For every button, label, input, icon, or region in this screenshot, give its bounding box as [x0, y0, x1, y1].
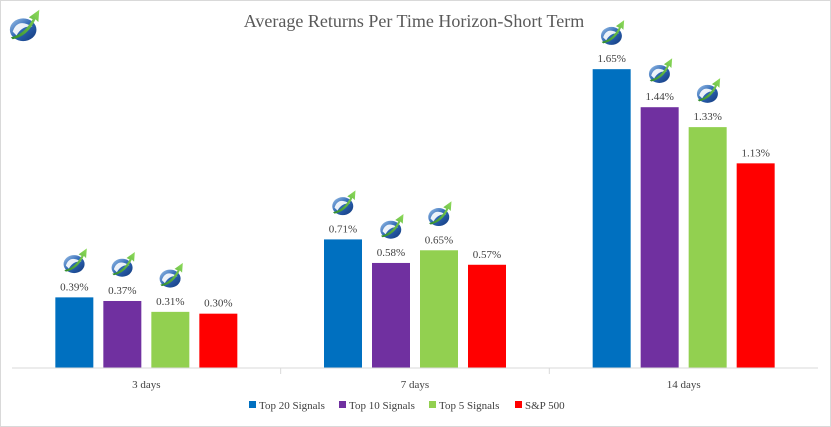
rising-arrow-logo-icon-top-20-signals-7-days [332, 190, 356, 216]
legend-swatch-top-20-signals [249, 401, 256, 408]
chart-title: Average Returns Per Time Horizon-Short T… [244, 11, 585, 31]
legend-label-s-p-500: S&P 500 [525, 400, 565, 412]
rising-arrow-logo-icon-top-10-signals-7-days [380, 213, 404, 239]
bar-top-20-signals-3-days [55, 297, 94, 368]
rising-arrow-logo-icon-top-20-signals-3-days [63, 248, 87, 274]
data-label-top-10-signals-7-days: 0.58% [377, 247, 405, 259]
rising-arrow-logo-icon-top-5-signals-3-days [159, 262, 183, 288]
data-label-top-5-signals-14-days: 1.33% [693, 111, 721, 123]
data-label-top-20-signals-3-days: 0.39% [60, 281, 88, 293]
bar-s-p-500-14-days [736, 163, 775, 368]
rising-arrow-logo-icon-top-5-signals-7-days [428, 201, 452, 227]
rising-arrow-logo-icon-top-10-signals-3-days [111, 251, 135, 277]
bar-s-p-500-7-days [468, 264, 506, 368]
bar-top-5-signals-3-days [151, 311, 190, 368]
data-label-s-p-500-3-days: 0.30% [204, 298, 232, 310]
data-label-s-p-500-7-days: 0.57% [473, 249, 501, 261]
rising-arrow-logo-icon-top-20-signals-14-days [600, 20, 625, 45]
legend-swatch-s-p-500 [515, 401, 522, 408]
data-label-top-10-signals-14-days: 1.44% [645, 91, 673, 103]
x-tick-label-14-days: 14 days [667, 379, 701, 391]
legend-label-top-5-signals: Top 5 Signals [439, 400, 499, 412]
bar-top-20-signals-7-days [324, 239, 362, 368]
rising-arrow-logo-icon-top-5-signals-14-days [696, 78, 721, 103]
x-tick-label-3-days: 3 days [132, 379, 160, 391]
bar-top-10-signals-7-days [372, 262, 410, 368]
data-label-top-5-signals-3-days: 0.31% [156, 296, 184, 308]
data-label-top-5-signals-7-days: 0.65% [425, 234, 453, 246]
bar-top-5-signals-7-days [420, 250, 458, 368]
data-label-top-20-signals-7-days: 0.71% [329, 223, 357, 235]
bar-top-5-signals-14-days [688, 127, 727, 368]
bar-top-20-signals-14-days [592, 69, 631, 369]
data-label-s-p-500-14-days: 1.13% [741, 147, 769, 159]
rising-arrow-logo-icon-top-10-signals-14-days [648, 58, 673, 83]
data-label-top-20-signals-14-days: 1.65% [597, 53, 625, 65]
bar-top-10-signals-14-days [640, 107, 679, 368]
legend-swatch-top-5-signals [429, 401, 436, 408]
bar-top-10-signals-3-days [103, 300, 142, 368]
legend-swatch-top-10-signals [339, 401, 346, 408]
legend-label-top-20-signals: Top 20 Signals [259, 400, 325, 412]
rising-arrow-logo-icon [9, 9, 40, 42]
data-label-top-10-signals-3-days: 0.37% [108, 285, 136, 297]
bar-s-p-500-3-days [199, 313, 238, 368]
x-tick-label-7-days: 7 days [401, 379, 429, 391]
legend-label-top-10-signals: Top 10 Signals [349, 400, 415, 412]
